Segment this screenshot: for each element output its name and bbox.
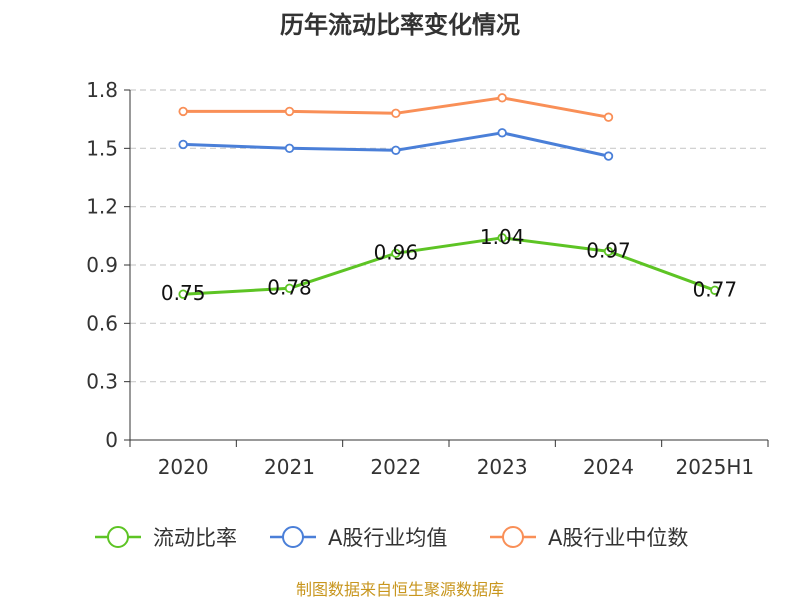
data-point bbox=[391, 108, 401, 119]
chart-title: 历年流动比率变化情况 bbox=[280, 11, 520, 39]
data-point bbox=[603, 112, 614, 122]
data-point bbox=[497, 93, 507, 103]
legend-marker bbox=[107, 526, 129, 548]
axes: 0 0.3 0.6 0.9 1.2 1.5 1.8 2020 2021 2022 2023 2024 2… bbox=[86, 78, 769, 479]
data-point bbox=[178, 139, 188, 150]
data-point bbox=[178, 289, 188, 299]
y-tick-label: 0 bbox=[105, 428, 118, 452]
legend: 流动比率 A股行业均值 A股行业中位数 bbox=[95, 526, 688, 550]
legend-marker bbox=[282, 526, 304, 548]
data-point bbox=[391, 145, 401, 155]
data-label: 0.97 bbox=[586, 238, 631, 262]
source-note: 制图数据来自恒生聚源数据库 bbox=[296, 580, 504, 599]
data-point bbox=[284, 106, 295, 117]
series-line-0 bbox=[183, 236, 716, 296]
data-point bbox=[284, 143, 295, 154]
y-tick-label: 1.8 bbox=[86, 78, 118, 102]
x-tick-label: 2025H1 bbox=[675, 455, 754, 479]
data-point bbox=[603, 246, 614, 257]
y-tick-label: 0.3 bbox=[86, 370, 118, 394]
y-tick-label: 1.5 bbox=[86, 136, 118, 160]
y-tick-label: 0.6 bbox=[86, 311, 118, 335]
y-tick-label: 1.2 bbox=[86, 195, 118, 219]
data-point bbox=[391, 248, 401, 259]
legend-label: 流动比率 bbox=[153, 526, 237, 550]
x-tick-label: 2022 bbox=[370, 455, 421, 479]
legend-label: A股行业中位数 bbox=[548, 526, 688, 550]
x-tick-label: 2023 bbox=[477, 455, 528, 479]
x-tick-label: 2024 bbox=[583, 455, 634, 479]
data-label: 0.75 bbox=[161, 281, 206, 305]
x-tick-label: 2021 bbox=[264, 455, 315, 479]
data-point bbox=[497, 128, 507, 138]
legend-label: A股行业均值 bbox=[328, 526, 447, 550]
data-point bbox=[284, 283, 295, 294]
data-point bbox=[710, 285, 720, 295]
x-tick-label: 2020 bbox=[158, 455, 209, 479]
data-label: 0.77 bbox=[693, 277, 738, 301]
data-label: 0.96 bbox=[374, 240, 419, 264]
y-tick-label: 0.9 bbox=[86, 253, 118, 277]
data-label: 0.78 bbox=[267, 275, 312, 299]
data-point bbox=[603, 151, 614, 161]
series-lines bbox=[178, 93, 720, 299]
grid-lines bbox=[130, 89, 768, 383]
data-label: 1.04 bbox=[480, 225, 525, 249]
data-point bbox=[178, 106, 188, 117]
legend-marker bbox=[502, 526, 524, 548]
data-point bbox=[497, 233, 507, 243]
data-labels: 0.75 0.78 0.96 1.04 0.97 0.77 bbox=[161, 225, 737, 305]
